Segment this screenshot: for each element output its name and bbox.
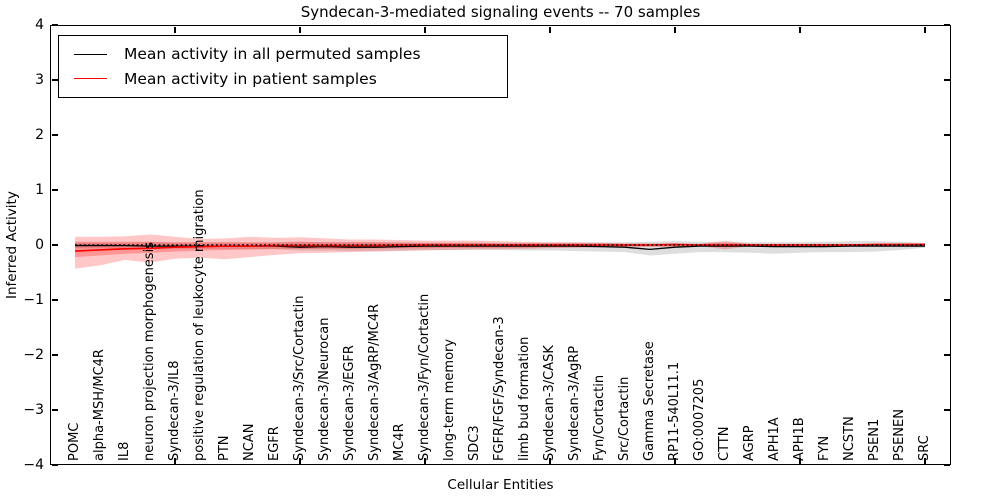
x-category-label: long-term memory (442, 338, 457, 461)
y-tick-mark (51, 79, 58, 81)
legend-line-sample-black (74, 53, 107, 55)
y-tick-mark (943, 409, 950, 411)
legend-box: Mean activity in all permuted samples Me… (58, 35, 508, 98)
legend-entry-permuted: Mean activity in all permuted samples (59, 43, 507, 65)
x-category-label: NCAN (242, 423, 257, 461)
x-category-label: FYN (817, 435, 832, 461)
x-tick-mark (924, 26, 926, 33)
y-tick-label: 4 (35, 17, 44, 33)
y-tick-mark (943, 354, 950, 356)
x-category-label: Syndecan-3/AgRP/MC4R (367, 303, 382, 461)
x-tick-mark (424, 457, 426, 464)
x-category-label: EGFR (267, 426, 282, 461)
x-tick-mark (924, 457, 926, 464)
y-tick-mark (943, 299, 950, 301)
x-category-label: positive regulation of leukocyte migrati… (192, 189, 207, 461)
y-tick-label: 0 (35, 237, 44, 253)
y-tick-mark (51, 299, 58, 301)
y-tick-label: −3 (23, 402, 44, 418)
y-tick-mark (51, 244, 58, 246)
x-category-label: AGRP (742, 425, 757, 461)
y-tick-mark (51, 24, 58, 26)
x-category-label: GO:0007205 (692, 378, 707, 461)
x-category-label: APH1B (792, 417, 807, 461)
y-tick-label: −4 (23, 457, 44, 473)
y-tick-label: −1 (23, 292, 44, 308)
legend-label: Mean activity in all permuted samples (124, 45, 421, 64)
x-category-label: Syndecan-3/EGFR (342, 345, 357, 461)
x-tick-mark (799, 26, 801, 33)
x-tick-mark (549, 26, 551, 33)
y-tick-mark (943, 134, 950, 136)
y-tick-mark (943, 24, 950, 26)
x-category-label: alpha-MSH/MC4R (92, 349, 107, 461)
x-tick-mark (174, 457, 176, 464)
x-category-label: PSEN1 (867, 418, 882, 461)
y-tick-mark (51, 189, 58, 191)
y-tick-label: 1 (35, 182, 44, 198)
legend-label: Mean activity in patient samples (124, 69, 377, 88)
y-tick-mark (943, 79, 950, 81)
y-tick-label: 2 (35, 127, 44, 143)
x-tick-mark (799, 457, 801, 464)
y-tick-mark (943, 244, 950, 246)
legend-line-sample-red (74, 78, 107, 80)
x-tick-mark (674, 26, 676, 33)
x-category-label: Syndecan-3/Neurocan (317, 317, 332, 461)
y-tick-label: 3 (35, 72, 44, 88)
x-category-label: neuron projection morphogenesis (142, 242, 157, 461)
y-tick-mark (51, 354, 58, 356)
x-category-label: CTTN (717, 426, 732, 461)
x-category-label: Src/Cortactin (617, 376, 632, 461)
x-category-label: APH1A (767, 417, 782, 461)
chart-title: Syndecan-3-mediated signaling events -- … (300, 3, 701, 21)
x-tick-mark (424, 26, 426, 33)
y-tick-mark (51, 134, 58, 136)
x-tick-mark (174, 26, 176, 33)
y-tick-mark (943, 464, 950, 466)
legend-entry-patient: Mean activity in patient samples (59, 68, 507, 90)
x-tick-mark (299, 26, 301, 33)
y-tick-mark (943, 189, 950, 191)
x-category-label: Syndecan-3/Src/Cortactin (292, 295, 307, 461)
x-category-label: PSENEN (892, 409, 907, 461)
x-category-label: RP11-540L11.1 (667, 361, 682, 461)
x-category-label: Fyn/Cortactin (592, 374, 607, 461)
x-category-label: Gamma Secretase (642, 341, 657, 461)
x-category-label: MC4R (392, 423, 407, 461)
x-category-label: PTN (217, 435, 232, 461)
x-category-label: limb bud formation (517, 336, 532, 461)
x-tick-mark (549, 457, 551, 464)
x-category-label: Syndecan-3/CASK (542, 345, 557, 461)
x-axis-label: Cellular Entities (447, 477, 554, 493)
x-tick-mark (299, 457, 301, 464)
x-category-label: Syndecan-3/IL8 (167, 360, 182, 461)
y-tick-mark (51, 409, 58, 411)
y-tick-label: −2 (23, 347, 44, 363)
x-category-label: Syndecan-3/AgRP (567, 345, 582, 461)
x-category-label: FGFR/FGF/Syndecan-3 (492, 316, 507, 461)
y-tick-mark (51, 464, 58, 466)
x-category-label: NCSTN (842, 416, 857, 461)
x-category-label: SDC3 (467, 425, 482, 461)
x-category-label: Syndecan-3/Fyn/Cortactin (417, 293, 432, 461)
x-category-label: POMC (67, 422, 82, 461)
x-tick-mark (674, 457, 676, 464)
x-category-label: IL8 (117, 441, 132, 461)
x-category-label: SRC (917, 435, 932, 461)
